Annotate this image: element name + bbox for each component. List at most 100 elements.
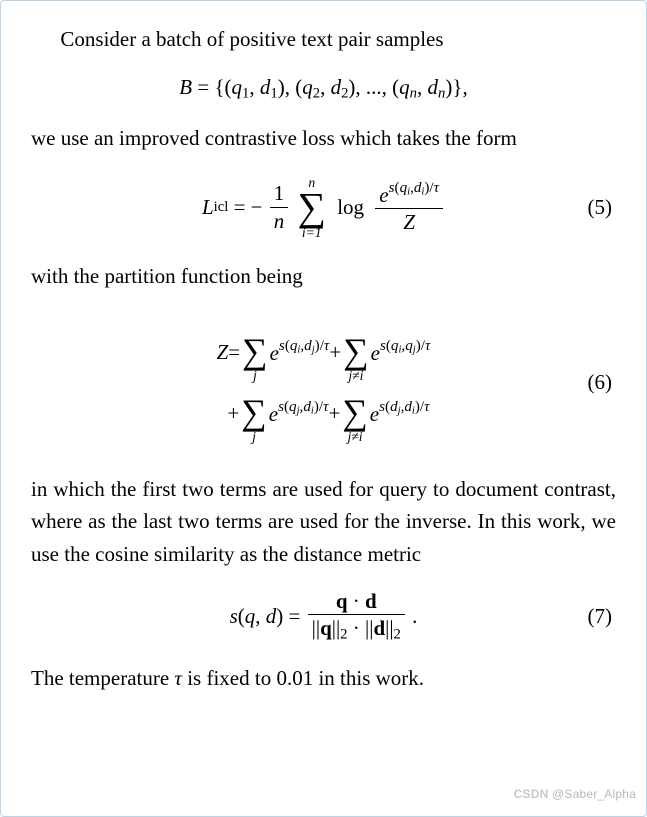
sym-plus2: + [227, 397, 239, 430]
exp-sqd-tau: s(qi,di)/τ [389, 180, 439, 196]
equation-5: Licl = − 1 n n ∑ i=1 log es(qi,di)/τ Z (… [31, 164, 616, 250]
text: in which the first two terms are used fo… [31, 477, 616, 566]
equation-batch-def: B = {(q1, d1), (q2, d2), ..., (qn, dn)}, [31, 66, 616, 112]
eq6-line2: + ∑ j es(qj,di)/τ + ∑ j≠i es(dj,di)/τ [217, 384, 431, 442]
lim-j2: j [241, 430, 266, 442]
paragraph-3: with the partition function being [31, 260, 616, 293]
sum-jnei-2: ∑ j≠i [342, 384, 367, 442]
sym-q2: q [302, 75, 313, 99]
sym-L: L [202, 195, 214, 219]
watermark: CSDN @Saber_Alpha [514, 785, 636, 804]
sym-comma4: , [355, 75, 366, 99]
paragraph-2: we use an improved contrastive loss whic… [31, 122, 616, 155]
sym-Z: Z [217, 336, 229, 369]
sum-jnei-1: ∑ j≠i [343, 323, 368, 381]
sym-comma2: , [285, 75, 296, 99]
paragraph-4: in which the first two terms are used fo… [31, 473, 616, 571]
lim-jnei2: j≠i [342, 430, 367, 442]
sym-eq6: = [228, 336, 240, 369]
sigma-icon: ∑ [342, 396, 367, 430]
equation-6: Z = ∑ j es(qi,dj)/τ + ∑ j≠i es(qi [31, 303, 616, 463]
num-qd: q · d [308, 589, 405, 615]
text: is fixed to [182, 666, 277, 690]
den-n: n [270, 208, 289, 233]
equation-7: s(q, d) = q · d ||q||2 · ||d||2 . (7) [31, 580, 616, 652]
sigma-icon: ∑ [298, 188, 326, 226]
sigma-icon: ∑ [241, 396, 266, 430]
text: with the partition function being [31, 264, 303, 288]
equation-content: Licl = − 1 n n ∑ i=1 log es(qi,di)/τ Z [31, 176, 616, 238]
page-column: Consider a batch of positive text pair s… [0, 0, 647, 817]
den-norms: ||q||2 · ||d||2 [308, 615, 405, 644]
term-3: es(qj,di)/τ [269, 396, 329, 430]
sym-qn: q [399, 75, 410, 99]
sym-d7: d [266, 604, 277, 628]
text: in this work. [313, 666, 424, 690]
frac-cosine: q · d ||q||2 · ||d||2 [308, 589, 405, 644]
den-Z: Z [375, 209, 443, 234]
sym-rparen: ) [278, 75, 285, 99]
sym-q: q [232, 75, 243, 99]
sym-plus1: + [329, 336, 341, 369]
equation-number-6: (6) [588, 366, 613, 399]
equation-content: Z = ∑ j es(qi,dj)/τ + ∑ j≠i es(qi [31, 320, 616, 446]
sym-q-bold: q [336, 589, 348, 613]
sym-comma7: , [255, 604, 266, 628]
sub-2: 2 [313, 86, 320, 102]
sym-eq: = [192, 75, 214, 99]
sym-period7: . [412, 604, 417, 628]
sym-comma: , [249, 75, 260, 99]
sym-s: s [230, 604, 238, 628]
sym-d-bold: d [365, 589, 377, 613]
sym-log: log [337, 195, 364, 219]
sub-1b: 1 [270, 86, 277, 102]
sigma-icon: ∑ [242, 335, 267, 369]
sym-lbrace: { [214, 75, 224, 99]
equation-content: B = {(q1, d1), (q2, d2), ..., (qn, dn)}, [31, 71, 616, 105]
sym-e: e [379, 183, 388, 207]
paragraph-5: The temperature τ is fixed to 0.01 in th… [31, 662, 616, 695]
sum-i: n ∑ i=1 [298, 176, 326, 238]
sym-lparen: ( [225, 75, 232, 99]
sym-eq5: = [234, 195, 251, 219]
frac-1-n: 1 n [270, 181, 289, 232]
tau-value: 0.01 [276, 666, 313, 690]
sym-comma6: , [417, 75, 428, 99]
num-1: 1 [270, 181, 289, 207]
term-2: es(qi,qj)/τ [371, 335, 431, 369]
sigma-icon: ∑ [343, 335, 368, 369]
equation-number-7: (7) [588, 600, 613, 633]
sym-plus3: + [329, 397, 341, 430]
sym-comma-end: , [462, 75, 467, 99]
sym-comma3: , [320, 75, 331, 99]
sym-q7: q [245, 604, 256, 628]
sub-icl: icl [214, 199, 229, 215]
sym-tau: τ [174, 666, 182, 690]
text: The temperature [31, 666, 174, 690]
equation-number-5: (5) [588, 191, 613, 224]
sym-comma5: , [382, 75, 393, 99]
equation-content: s(q, d) = q · d ||q||2 · ||d||2 . [31, 589, 616, 644]
sym-minus: − [251, 195, 263, 219]
text: we use an improved contrastive loss whic… [31, 126, 517, 150]
num-exp: es(qi,di)/τ [375, 180, 443, 209]
sub-n: n [410, 86, 417, 102]
watermark-logo: CSDN [514, 787, 549, 801]
sym-B: B [179, 75, 192, 99]
text: Consider a batch of positive text pair s… [60, 27, 443, 51]
sum-j-2: ∑ j [241, 384, 266, 442]
sym-dn: d [428, 75, 439, 99]
frac-exp-z: es(qi,di)/τ Z [375, 180, 443, 234]
eq6-line1: Z = ∑ j es(qi,dj)/τ + ∑ j≠i es(qi [217, 323, 431, 381]
term-4: es(dj,di)/τ [370, 396, 430, 430]
term-1: es(qi,dj)/τ [270, 335, 330, 369]
sym-ellipsis: ... [366, 75, 382, 99]
watermark-user: @Saber_Alpha [548, 787, 636, 801]
paragraph-1: Consider a batch of positive text pair s… [31, 23, 616, 56]
sym-d: d [260, 75, 271, 99]
sum-j-1: ∑ j [242, 323, 267, 381]
sym-eq7: = [289, 604, 306, 628]
sym-d2: d [331, 75, 342, 99]
sym-rbrace: } [452, 75, 462, 99]
sym-dot: · [348, 589, 366, 613]
